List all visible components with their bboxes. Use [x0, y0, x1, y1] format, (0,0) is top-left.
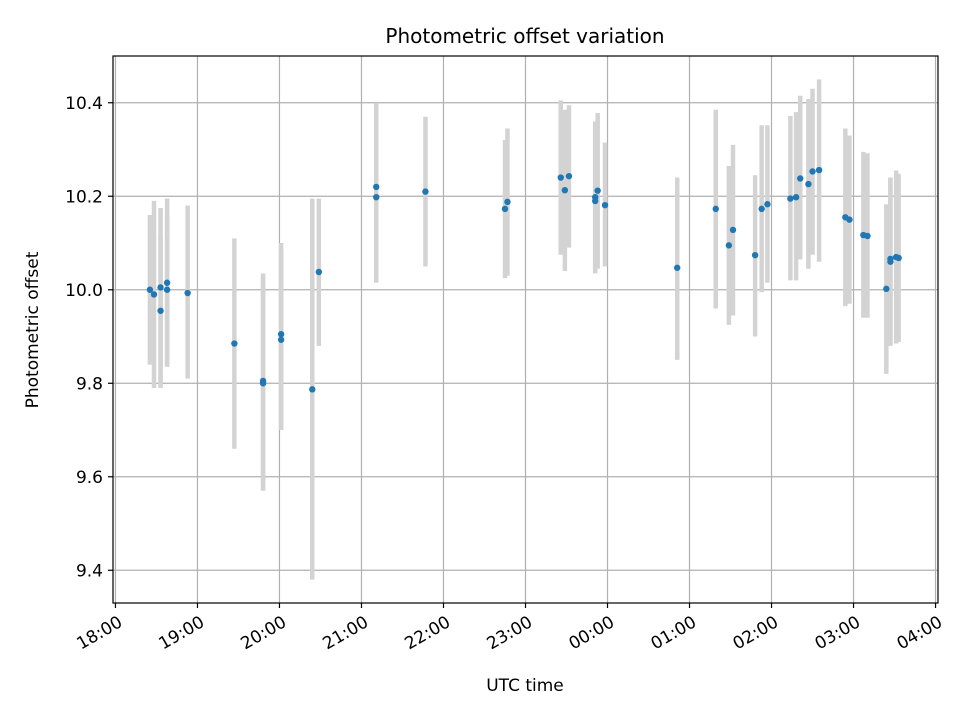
data-point — [309, 386, 316, 393]
data-point — [150, 291, 158, 298]
chart-title: Photometric offset variation — [385, 24, 664, 48]
data-point — [751, 251, 759, 259]
data-point — [805, 180, 812, 188]
data-point — [601, 201, 609, 209]
data-point — [764, 201, 771, 208]
data-point — [592, 197, 599, 205]
y-axis-ticks: 9.4 9.6 9.8 10.0 10.2 10.4 — [65, 94, 113, 581]
data-point — [422, 188, 429, 195]
data-point — [501, 205, 509, 213]
y-axis-title: Photometric offset — [23, 251, 43, 408]
data-point — [184, 289, 191, 297]
data-point — [758, 205, 765, 213]
data-point — [846, 216, 853, 223]
data-point — [883, 285, 890, 293]
data-point — [277, 330, 285, 338]
data-point — [725, 242, 733, 249]
data-markers — [146, 166, 902, 393]
data-point — [797, 175, 804, 182]
data-point — [594, 187, 601, 194]
y-tick-label: 9.6 — [76, 468, 103, 488]
data-point — [712, 205, 719, 213]
grid-lines — [113, 56, 938, 603]
data-point — [565, 172, 573, 180]
data-point — [157, 307, 164, 314]
data-point — [504, 198, 511, 206]
data-point — [787, 195, 794, 202]
data-point — [887, 258, 894, 265]
y-tick-label: 10.4 — [65, 94, 103, 114]
y-tick-label: 10.0 — [65, 281, 103, 301]
data-point — [729, 226, 737, 234]
data-point — [157, 284, 164, 291]
data-point — [315, 268, 323, 276]
data-point — [277, 336, 285, 343]
y-tick-label: 9.4 — [76, 561, 103, 581]
data-point — [815, 166, 823, 174]
y-tick-label: 10.2 — [65, 187, 103, 207]
data-point — [792, 193, 800, 201]
data-point — [373, 193, 380, 201]
data-point — [163, 286, 171, 293]
data-point — [231, 340, 238, 347]
data-point — [163, 279, 171, 286]
y-tick-label: 9.8 — [76, 374, 103, 394]
data-point — [146, 286, 154, 293]
data-point — [259, 380, 267, 387]
data-point — [557, 174, 564, 181]
x-axis-title: UTC time — [486, 676, 564, 696]
data-point — [864, 232, 871, 240]
data-point — [895, 254, 902, 262]
data-point — [809, 168, 816, 175]
data-point — [561, 186, 569, 194]
data-point — [373, 183, 380, 191]
data-point — [674, 264, 681, 271]
